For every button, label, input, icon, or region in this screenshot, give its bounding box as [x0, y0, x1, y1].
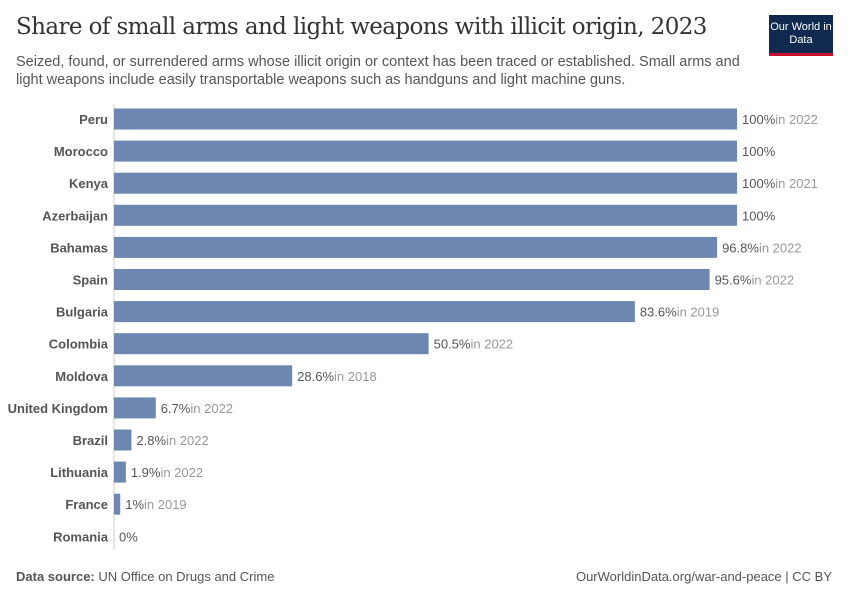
category-label: Moldova [55, 369, 108, 384]
category-label: Kenya [69, 176, 109, 191]
category-label: Peru [79, 112, 108, 127]
value-label: 2.8%in 2022 [136, 433, 208, 448]
category-label: France [65, 497, 108, 512]
category-label: Bulgaria [56, 305, 109, 320]
data-source: Data source: UN Office on Drugs and Crim… [16, 569, 274, 584]
category-label: Brazil [73, 433, 108, 448]
category-label: Spain [73, 273, 108, 288]
value-label: 6.7%in 2022 [161, 401, 233, 416]
bar[interactable] [114, 461, 126, 483]
category-label: Romania [53, 529, 109, 544]
source-value[interactable]: UN Office on Drugs and Crime [98, 569, 275, 584]
category-label: United Kingdom [8, 401, 108, 416]
footer-link[interactable]: OurWorldinData.org/war-and-peace | CC BY [575, 569, 832, 584]
bar[interactable] [114, 269, 710, 290]
value-label: 100% [742, 208, 776, 223]
value-label: 1%in 2019 [125, 497, 186, 512]
source-label: Data source: [16, 569, 95, 584]
bar[interactable] [114, 397, 156, 419]
bar[interactable] [114, 140, 737, 162]
value-label: 96.8%in 2022 [722, 240, 802, 255]
category-label: Colombia [49, 337, 109, 352]
value-label: 1.9%in 2022 [131, 465, 203, 480]
value-label: 28.6%in 2018 [297, 369, 377, 384]
value-label: 95.6%in 2022 [715, 273, 795, 288]
value-label: 100%in 2022 [742, 112, 818, 127]
value-label: 0% [119, 529, 138, 544]
bar[interactable] [114, 172, 737, 194]
value-label: 100%in 2021 [742, 176, 818, 191]
value-label: 50.5%in 2022 [434, 337, 514, 352]
value-label: 83.6%in 2019 [640, 305, 720, 320]
category-label: Lithuania [50, 465, 109, 480]
bar[interactable] [114, 301, 635, 323]
bar[interactable] [114, 493, 121, 515]
value-label: 100% [742, 144, 776, 159]
category-label: Azerbaijan [42, 208, 108, 223]
owid-logo[interactable]: Our World in Data [769, 15, 833, 56]
bar[interactable] [114, 333, 429, 355]
bar[interactable] [114, 236, 718, 258]
bar[interactable] [114, 204, 737, 226]
chart-subtitle: Seized, found, or surrendered arms whose… [16, 54, 740, 88]
category-label: Morocco [54, 144, 108, 159]
bar[interactable] [114, 108, 737, 130]
bar[interactable] [114, 365, 293, 387]
category-label: Bahamas [50, 240, 108, 255]
chart-title: Share of small arms and light weapons wi… [16, 14, 707, 40]
bar[interactable] [114, 429, 132, 451]
